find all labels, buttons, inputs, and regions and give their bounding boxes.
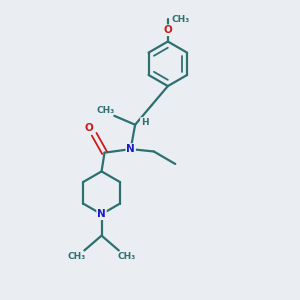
Text: O: O <box>164 25 172 35</box>
Text: CH₃: CH₃ <box>97 106 115 115</box>
Text: CH₃: CH₃ <box>171 15 189 24</box>
Text: N: N <box>97 209 106 219</box>
Text: N: N <box>126 144 135 154</box>
Text: CH₃: CH₃ <box>117 252 135 261</box>
Text: CH₃: CH₃ <box>68 252 86 261</box>
Text: H: H <box>141 118 148 127</box>
Text: O: O <box>84 123 93 133</box>
